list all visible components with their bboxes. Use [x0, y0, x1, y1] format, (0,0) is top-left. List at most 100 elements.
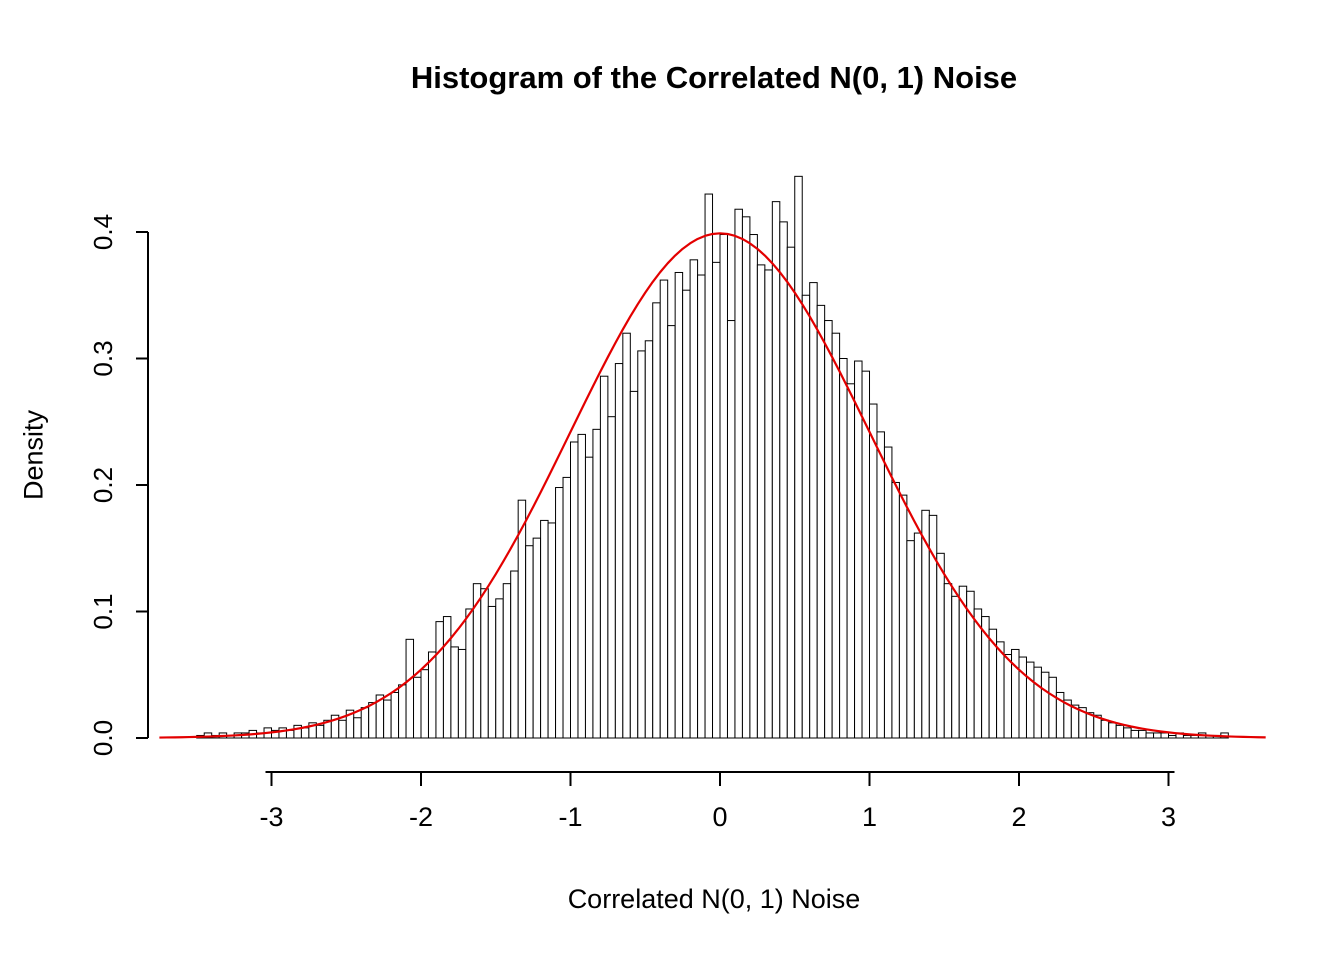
histogram-bar	[383, 699, 392, 739]
histogram-bar	[427, 651, 437, 739]
histogram-bar	[622, 332, 631, 739]
histogram-bar	[644, 340, 654, 739]
histogram-bar	[495, 598, 504, 739]
x-tick-label: -2	[409, 802, 433, 832]
histogram-bar	[1033, 666, 1042, 739]
histogram-bar	[996, 641, 1005, 739]
histogram-bar	[300, 727, 310, 739]
histogram-bar	[674, 271, 684, 739]
histogram-bar	[712, 261, 721, 739]
histogram-bar	[442, 616, 452, 739]
histogram-bar	[1168, 734, 1177, 739]
y-tick-label: 0.4	[88, 214, 118, 250]
histogram-bar	[487, 605, 497, 739]
histogram-bar	[749, 234, 758, 739]
histogram-bar	[824, 320, 833, 739]
histogram-bar	[614, 363, 624, 739]
histogram-bar	[794, 175, 803, 739]
histogram-bar	[577, 433, 586, 739]
histogram-bar	[958, 585, 968, 739]
histogram-bar	[465, 608, 474, 739]
histogram-bar	[1018, 656, 1027, 739]
histogram-bar	[891, 481, 900, 739]
histogram-bar	[1040, 671, 1050, 739]
histogram-bar	[906, 540, 915, 739]
histogram-bar	[943, 583, 953, 739]
histogram-bar	[360, 707, 370, 739]
histogram-bar	[338, 719, 347, 739]
histogram-bar	[592, 428, 601, 739]
histogram-bar	[869, 403, 878, 739]
y-tick-label: 0.3	[88, 340, 118, 376]
histogram-bar	[353, 717, 362, 739]
histogram-bar	[898, 494, 908, 739]
histogram-bar	[502, 583, 512, 739]
histogram-bar	[420, 669, 429, 739]
y-tick-label: 0.1	[88, 593, 118, 629]
histogram-bar	[510, 570, 519, 739]
chart-title: Histogram of the Correlated N(0, 1) Nois…	[410, 60, 1018, 95]
histogram-bar	[913, 532, 923, 739]
histogram-bar	[480, 588, 489, 739]
histogram-bar	[1003, 654, 1013, 739]
histogram-bar	[786, 246, 796, 739]
histogram-bar	[1160, 732, 1170, 739]
histogram-bar	[816, 304, 826, 739]
histogram-bar	[801, 294, 811, 739]
histogram-bar	[1182, 734, 1192, 739]
histogram-bar	[607, 416, 616, 739]
histogram-bar	[1130, 729, 1140, 739]
histogram-bar	[734, 208, 743, 739]
histogram-bar	[1025, 661, 1035, 739]
histogram-bar	[570, 441, 579, 739]
histogram-bar	[1145, 732, 1155, 739]
histogram-bar	[846, 383, 856, 739]
histogram-bar	[629, 390, 639, 739]
histogram-bar	[315, 724, 325, 739]
histogram-bar	[450, 646, 459, 739]
y-axis-label: Density	[18, 409, 49, 501]
histogram-bar	[1048, 676, 1057, 739]
x-tick-label: 2	[1011, 802, 1026, 832]
histogram-bar	[764, 269, 773, 739]
histogram-bar	[413, 676, 422, 739]
histogram-bar	[457, 648, 467, 739]
histogram-bar	[697, 274, 706, 739]
histogram-bar	[883, 446, 893, 739]
histogram-bar	[435, 621, 444, 739]
histogram-bar	[1100, 719, 1110, 739]
histogram-bar	[689, 259, 699, 739]
histogram-bar	[599, 375, 609, 739]
normal-density-curve	[159, 232, 1266, 739]
histogram-bar	[719, 234, 728, 739]
histogram-bar	[756, 264, 766, 739]
y-tick-label: 0.2	[88, 467, 118, 503]
histogram-bar	[278, 727, 287, 739]
histogram-bar	[555, 487, 564, 739]
histogram-bar	[1108, 722, 1117, 739]
histogram-bar	[809, 282, 818, 739]
x-tick-label: 3	[1161, 802, 1176, 832]
histogram-bar	[831, 332, 841, 739]
histogram-bar	[637, 350, 646, 739]
histogram-bar	[584, 456, 594, 739]
histogram-bar	[562, 476, 572, 739]
histogram-bar	[771, 201, 781, 739]
histogram-bar	[667, 325, 676, 739]
histogram-bar	[525, 545, 534, 739]
x-tick-label: -3	[259, 802, 283, 832]
histogram-bar	[741, 216, 751, 739]
histogram-bar	[547, 522, 557, 739]
x-tick-label: -1	[558, 802, 582, 832]
histogram-bar	[1138, 729, 1147, 739]
histogram-bar	[1153, 732, 1162, 739]
histogram-bar	[726, 320, 736, 739]
histogram-bar	[532, 537, 542, 739]
x-axis-label: Correlated N(0, 1) Noise	[567, 884, 861, 914]
histogram-bar	[659, 279, 669, 739]
histogram-bar	[704, 193, 714, 739]
histogram-bar	[854, 360, 863, 739]
y-tick-label: 0.0	[88, 720, 118, 756]
histogram-bar	[405, 638, 415, 739]
